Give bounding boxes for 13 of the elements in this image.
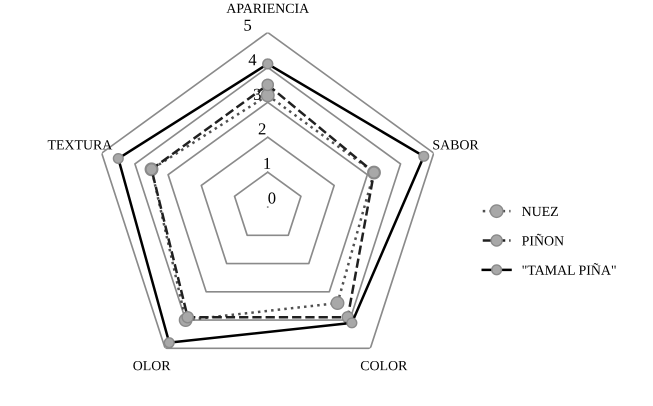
y-tick-label: 0: [268, 192, 276, 204]
y-tick-label: 2: [258, 123, 266, 134]
spoke-label: COLOR: [360, 360, 408, 370]
legend-label: "TAMAL PIÑA": [522, 263, 616, 275]
spoke-label: OLOR: [133, 360, 171, 370]
y-tick-label: 1: [264, 158, 270, 169]
spoke-label: APARIENCIA: [226, 4, 310, 14]
legend-label: NUEZ: [522, 206, 558, 216]
y-tick-label: 5: [244, 20, 252, 31]
legend-label: PIÑON: [522, 234, 564, 246]
spoke-label: SABOR: [433, 140, 479, 150]
spoke-label: TEXTURA: [48, 140, 112, 150]
y-tick-label: 4: [248, 54, 256, 66]
